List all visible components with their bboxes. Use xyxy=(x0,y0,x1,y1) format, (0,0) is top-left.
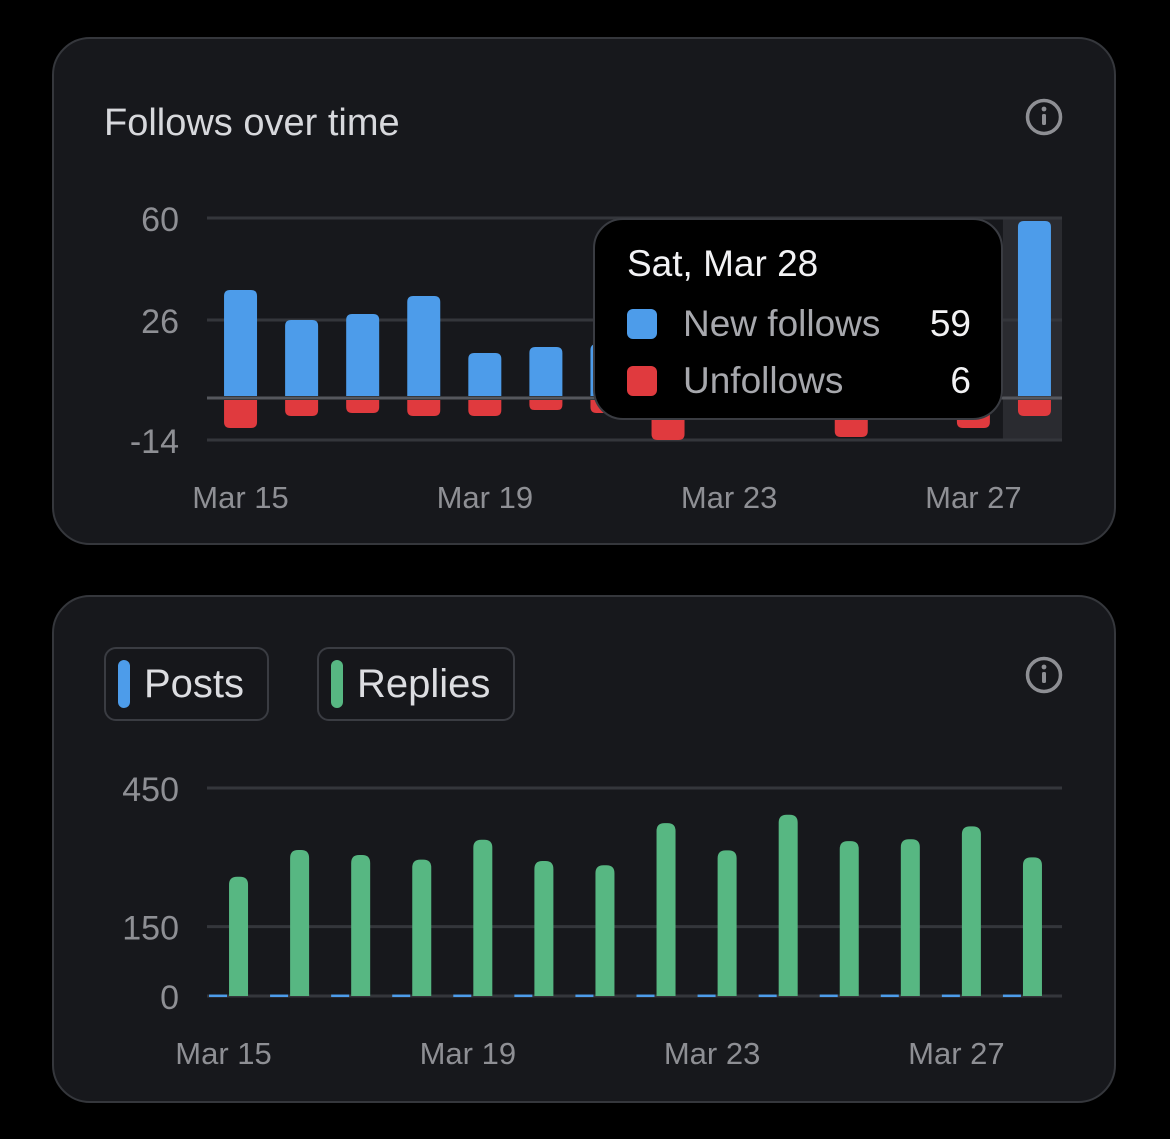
bar-posts xyxy=(453,994,472,998)
bar-posts xyxy=(758,994,777,998)
new-follows-swatch xyxy=(627,309,657,339)
posts-replies-bar-chart: 450 150 0 Mar 15 Mar 19 Mar 23 Mar 27 xyxy=(122,771,1062,1071)
bar-new-follows xyxy=(1017,221,1051,396)
bar-replies xyxy=(839,841,859,996)
y-tick-label: 60 xyxy=(141,201,179,239)
tooltip-label: New follows xyxy=(683,303,881,344)
bar-replies xyxy=(412,859,432,996)
follows-over-time-card: Follows over time 60 26 -14 Mar 15 Mar 19 Mar… xyxy=(52,37,1116,545)
bar-posts xyxy=(941,994,960,998)
y-tick-label: 0 xyxy=(160,979,179,1017)
y-tick-label: 26 xyxy=(141,303,179,341)
bar-unfollows xyxy=(468,400,502,416)
chart-tooltip: Sat, Mar 28 New follows 59 Unfollows 6 xyxy=(593,218,1003,420)
bar-new-follows xyxy=(468,353,502,396)
bar-new-follows xyxy=(529,347,563,396)
tooltip-row-new-follows: New follows 59 xyxy=(627,302,971,346)
x-tick-label: Mar 27 xyxy=(908,1036,1004,1071)
bar-new-follows xyxy=(224,290,258,396)
legend-toggle-posts[interactable]: Posts xyxy=(104,647,269,721)
tooltip-date: Sat, Mar 28 xyxy=(627,243,819,284)
bar-posts xyxy=(514,994,533,998)
bar-replies xyxy=(1022,857,1042,996)
tooltip-value: 59 xyxy=(929,303,971,344)
bar-unfollows xyxy=(346,400,380,413)
bar-replies xyxy=(351,855,371,996)
bar-unfollows xyxy=(224,400,258,428)
bar-replies xyxy=(290,849,310,996)
bar-posts xyxy=(331,994,350,998)
x-tick-label: Mar 15 xyxy=(192,480,288,515)
bar-new-follows xyxy=(407,296,441,396)
legend-label: Posts xyxy=(144,662,245,706)
bar-replies xyxy=(229,876,249,996)
bar-unfollows xyxy=(285,400,319,416)
bar-replies xyxy=(473,839,493,996)
bar-unfollows xyxy=(1017,400,1051,416)
x-tick-label: Mar 15 xyxy=(175,1036,271,1071)
tooltip-value: 6 xyxy=(950,360,971,401)
posts-replies-card: Posts Replies 450 150 0 Mar 15 Mar 19 Mar 23 M… xyxy=(52,595,1116,1103)
bar-replies xyxy=(778,814,798,996)
bar-replies xyxy=(961,826,981,996)
tooltip-row-unfollows: Unfollows 6 xyxy=(627,359,971,403)
x-tick-label: Mar 23 xyxy=(664,1036,760,1071)
bar-unfollows xyxy=(407,400,441,416)
bar-posts xyxy=(636,994,655,998)
y-tick-label: 150 xyxy=(122,910,179,948)
x-tick-label: Mar 23 xyxy=(681,480,777,515)
bar-posts xyxy=(880,994,899,998)
bar-unfollows xyxy=(529,400,563,410)
bar-posts xyxy=(1002,994,1021,998)
x-tick-label: Mar 19 xyxy=(420,1036,516,1071)
x-tick-label: Mar 19 xyxy=(437,480,533,515)
legend-label: Replies xyxy=(357,662,491,706)
unfollows-swatch xyxy=(627,366,657,396)
bar-posts xyxy=(575,994,594,998)
bar-new-follows xyxy=(346,314,380,396)
bar-posts xyxy=(209,994,227,998)
bar-posts xyxy=(819,994,838,998)
y-tick-label: 450 xyxy=(122,771,179,809)
bar-posts xyxy=(392,994,411,998)
bar-replies xyxy=(595,865,615,996)
replies-swatch xyxy=(331,660,343,708)
legend-toggle-replies[interactable]: Replies xyxy=(317,647,515,721)
bar-posts xyxy=(270,994,289,998)
x-tick-label: Mar 27 xyxy=(925,480,1021,515)
bar-posts xyxy=(697,994,716,998)
y-tick-label: -14 xyxy=(130,423,179,461)
bar-replies xyxy=(717,850,737,996)
card-title: Follows over time xyxy=(104,102,400,144)
posts-swatch xyxy=(118,660,130,708)
tooltip-label: Unfollows xyxy=(683,360,844,401)
bar-replies xyxy=(900,839,920,996)
info-icon[interactable] xyxy=(1024,97,1064,137)
bar-new-follows xyxy=(285,320,319,396)
bar-replies xyxy=(534,861,554,996)
info-icon[interactable] xyxy=(1024,655,1064,695)
bar-replies xyxy=(656,823,676,996)
